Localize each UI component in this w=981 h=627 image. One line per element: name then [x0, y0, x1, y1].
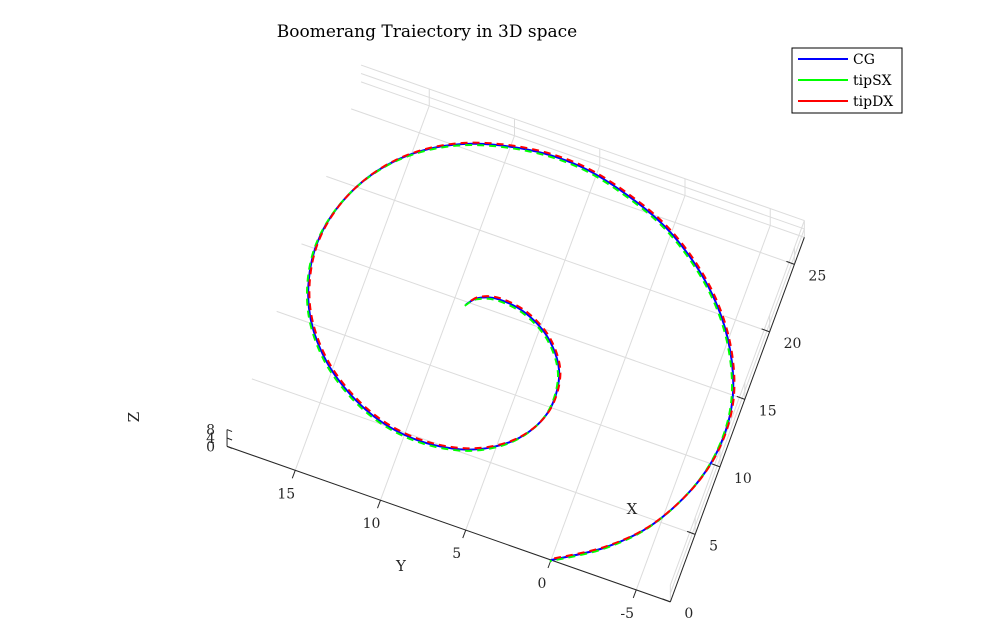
x-tick-label: 5	[709, 538, 718, 554]
y-axis-label: Y	[395, 557, 407, 575]
y-tick-label: 5	[452, 546, 461, 562]
x-tick-mark	[761, 328, 770, 333]
grid-line-z-back	[360, 64, 805, 222]
grid-line-z-back	[360, 81, 805, 238]
series-lines	[305, 141, 736, 563]
grid-line-x	[301, 243, 745, 400]
grid-line-y	[550, 195, 686, 561]
z-axis-label: Z	[125, 412, 143, 422]
grid-lines	[226, 64, 805, 603]
x-tick-mark	[662, 598, 671, 603]
x-tick-label: 10	[734, 471, 752, 487]
z-tick-label: 8	[206, 423, 215, 439]
x-tick-label: 15	[759, 403, 777, 419]
legend-label-tipsx: tipSX	[853, 73, 892, 89]
grid-line-x	[350, 108, 795, 265]
y-tick-mark	[377, 500, 381, 509]
z-tick-mark	[226, 429, 233, 433]
z-tick-mark	[226, 445, 233, 449]
grid-line-x	[276, 310, 721, 468]
legend-label-tipdx: tipDX	[853, 94, 893, 110]
y-tick-mark	[632, 589, 637, 599]
x-tick-mark	[686, 530, 696, 535]
legend-label-cg: CG	[853, 52, 875, 68]
x-tick-mark	[786, 260, 795, 265]
y-tick-label: 15	[277, 486, 295, 502]
z-tick-label: 4	[206, 431, 215, 447]
grid-line-z-side	[669, 220, 805, 586]
y-tick-label: 0	[538, 576, 547, 592]
grid-line-y	[294, 105, 430, 471]
grid-line-y	[635, 225, 771, 591]
y-axis-line	[226, 445, 671, 603]
grid-line-z-back	[360, 73, 805, 230]
chart-title: Boomerang Traiectory in 3D space	[277, 22, 577, 42]
z-tick-label: 0	[206, 439, 215, 455]
series-line-tipsx	[305, 144, 734, 563]
legend: CG tipSX tipDX	[791, 47, 903, 114]
x-tick-label: 25	[808, 268, 826, 284]
y-tick-mark	[462, 529, 467, 539]
y-tick-label: 10	[363, 516, 381, 532]
x-tick-mark	[711, 463, 721, 468]
grid-line-y	[465, 165, 601, 531]
x-axis-line	[669, 237, 805, 603]
grid-line-x	[326, 175, 770, 333]
x-tick-mark	[736, 395, 745, 400]
grid-line-z-side	[669, 228, 805, 594]
y-tick-label: -5	[620, 606, 634, 622]
x-tick-label: 20	[784, 336, 802, 352]
grid-line-y	[380, 135, 515, 501]
series-line-tipdx	[308, 141, 736, 560]
z-tick-mark	[226, 437, 233, 441]
y-tick-mark	[291, 470, 296, 479]
axes	[226, 237, 805, 603]
x-axis-label: X	[627, 500, 638, 518]
x-tick-label: 0	[684, 606, 693, 622]
grid-line-x	[251, 378, 696, 535]
